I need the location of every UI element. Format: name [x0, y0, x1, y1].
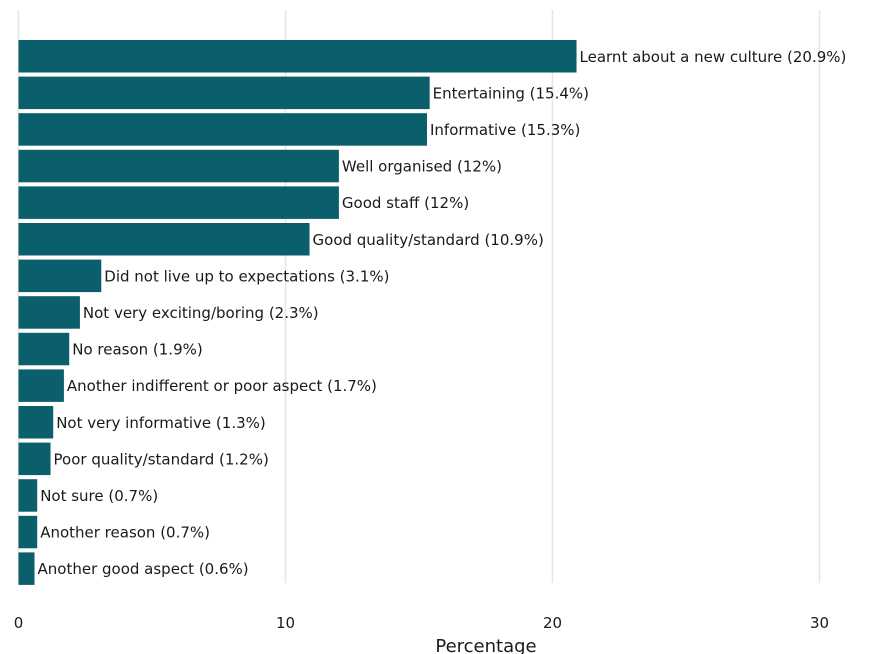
- bar: [18, 369, 64, 402]
- x-tick-label: 0: [14, 614, 24, 632]
- bar: [18, 406, 54, 439]
- bar-data-label: Good staff (12%): [342, 194, 469, 212]
- x-axis-ticks: 0 10 20 30: [14, 614, 829, 632]
- x-tick-label: 20: [543, 614, 562, 632]
- bar-data-label: Did not live up to expectations (3.1%): [104, 267, 389, 285]
- bar: [18, 40, 577, 73]
- bar-data-label: No reason (1.9%): [72, 341, 203, 359]
- bar-data-label: Another good aspect (0.6%): [38, 560, 249, 578]
- bars: [18, 40, 577, 585]
- bar: [18, 186, 339, 219]
- x-axis-title: Percentage: [435, 636, 536, 654]
- bar-data-label: Poor quality/standard (1.2%): [54, 450, 269, 468]
- bar-data-label: Learnt about a new culture (20.9%): [580, 48, 847, 66]
- bar-data-label: Good quality/standard (10.9%): [313, 231, 544, 249]
- bar-data-label: Informative (15.3%): [430, 121, 580, 139]
- x-tick-label: 10: [276, 614, 295, 632]
- bar-labels: Learnt about a new culture (20.9%) Entert…: [38, 48, 847, 578]
- bar: [18, 552, 35, 585]
- bar: [18, 113, 428, 146]
- bar: [18, 479, 38, 512]
- bar-data-label: Another reason (0.7%): [40, 524, 210, 542]
- bar-data-label: Well organised (12%): [342, 158, 502, 176]
- x-tick-label: 30: [810, 614, 829, 632]
- bar: [18, 332, 70, 366]
- bar: [18, 259, 102, 293]
- bar: [18, 223, 310, 256]
- bar-data-label: Entertaining (15.4%): [433, 84, 589, 102]
- bar-data-label: Not very exciting/boring (2.3%): [83, 304, 319, 322]
- bar-data-label: Another indifferent or poor aspect (1.7%…: [67, 377, 377, 395]
- bar: [18, 76, 430, 110]
- bar: [18, 149, 339, 183]
- bar: [18, 442, 51, 476]
- bar-data-label: Not sure (0.7%): [40, 487, 158, 505]
- bar-data-label: Not very informative (1.3%): [56, 414, 266, 432]
- bar: [18, 515, 38, 549]
- bar: [18, 296, 80, 329]
